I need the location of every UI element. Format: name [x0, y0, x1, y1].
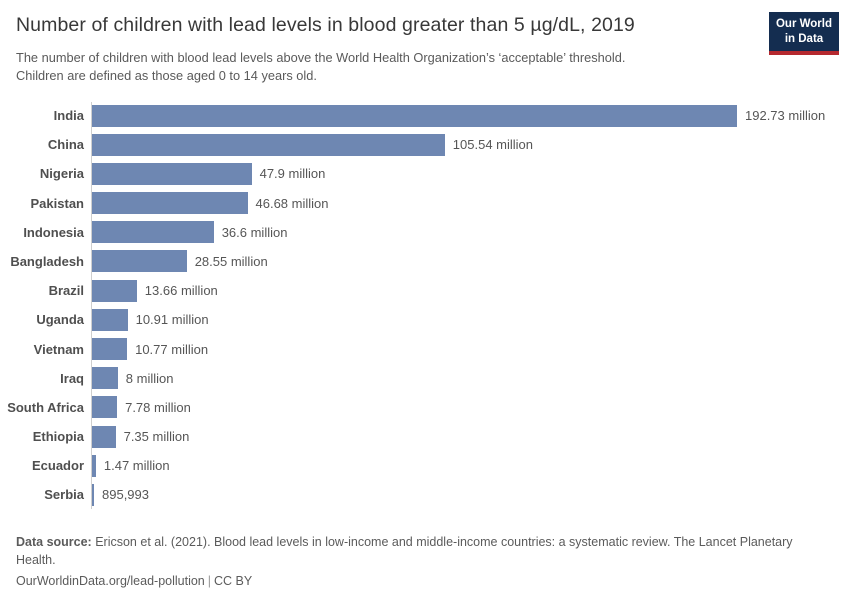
chart-row: Nigeria 47.9 million: [0, 159, 850, 188]
bar: [91, 308, 128, 331]
category-label: Nigeria: [39, 166, 84, 182]
bar-track: 47.9 million: [91, 159, 850, 188]
bar: [91, 133, 445, 156]
bar: [91, 483, 94, 506]
bar-track: 8 million: [91, 364, 850, 393]
category-label: China: [47, 137, 84, 153]
value-label: 46.68 million: [255, 195, 329, 211]
bar-track: 36.6 million: [91, 218, 850, 247]
footer-separator: |: [207, 573, 212, 588]
chart-row: China 105.54 million: [0, 130, 850, 159]
chart: India 192.73 million China 105.54 million Ni…: [0, 101, 850, 510]
chart-row: Uganda 10.91 million: [0, 305, 850, 334]
bar-track: 28.55 million: [91, 247, 850, 276]
footer-url: OurWorldinData.org/lead-pollution: [16, 573, 205, 588]
bar: [91, 367, 118, 390]
bar: [91, 104, 737, 127]
value-label: 8 million: [125, 370, 174, 386]
owid-logo: Our World in Data: [769, 12, 839, 55]
owid-logo-line-2: in Data: [784, 32, 824, 45]
bar: [91, 338, 128, 361]
bar-track: 7.35 million: [91, 422, 850, 451]
chart-subtitle-line-1: The number of children with blood lead l…: [16, 50, 626, 66]
chart-title: Number of children with lead levels in b…: [16, 14, 635, 36]
footer-link-line: OurWorldinData.org/lead-pollution | CC BY: [16, 572, 834, 590]
bar: [91, 396, 118, 419]
value-label: 7.35 million: [123, 429, 190, 445]
category-label: Uganda: [36, 312, 84, 328]
value-label: 192.73 million: [745, 108, 826, 124]
value-label: 1.47 million: [103, 458, 170, 474]
value-label: 10.91 million: [135, 312, 209, 328]
bar-track: 10.91 million: [91, 305, 850, 334]
chart-row: Ecuador 1.47 million: [0, 451, 850, 480]
chart-row: Serbia 895,993: [0, 480, 850, 509]
chart-subtitle-line-2: Children are defined as those aged 0 to …: [16, 67, 317, 83]
bar-track: 7.78 million: [91, 393, 850, 422]
category-label: Indonesia: [23, 224, 84, 240]
chart-row: Indonesia 36.6 million: [0, 218, 850, 247]
chart-row: Brazil 13.66 million: [0, 276, 850, 305]
footer-license: CC BY: [214, 573, 253, 588]
bar-track: 1.47 million: [91, 451, 850, 480]
y-axis-line: [91, 101, 92, 509]
data-source-label: Data source:: [16, 534, 92, 549]
chart-row: Pakistan 46.68 million: [0, 188, 850, 217]
bar-track: 10.77 million: [91, 334, 850, 363]
bar-track: 105.54 million: [91, 130, 850, 159]
chart-row: Vietnam 10.77 million: [0, 334, 850, 363]
chart-header: Number of children with lead levels in b…: [0, 0, 850, 84]
category-label: South Africa: [7, 399, 84, 415]
data-source-note: Data source: Ericson et al. (2021). Bloo…: [16, 533, 828, 569]
bar: [91, 454, 96, 477]
bar: [91, 192, 248, 215]
value-label: 47.9 million: [259, 166, 326, 182]
chart-footer: Data source: Ericson et al. (2021). Bloo…: [0, 533, 850, 590]
chart-row: Ethiopia 7.35 million: [0, 422, 850, 451]
category-label: Brazil: [48, 283, 84, 299]
bar: [91, 425, 116, 448]
bar: [91, 279, 137, 302]
chart-row: Bangladesh 28.55 million: [0, 247, 850, 276]
bar-track: 13.66 million: [91, 276, 850, 305]
bar: [91, 221, 214, 244]
value-label: 36.6 million: [221, 224, 288, 240]
chart-row: India 192.73 million: [0, 101, 850, 130]
value-label: 10.77 million: [135, 341, 209, 357]
category-label: India: [53, 108, 84, 124]
category-label: Pakistan: [30, 195, 84, 211]
category-label: Ethiopia: [32, 429, 84, 445]
bar-track: 192.73 million: [91, 101, 850, 130]
value-label: 105.54 million: [452, 137, 534, 153]
category-label: Serbia: [44, 487, 84, 503]
chart-row: South Africa 7.78 million: [0, 393, 850, 422]
data-source-text: Ericson et al. (2021). Blood lead levels…: [16, 534, 793, 567]
bar: [91, 250, 187, 273]
chart-row: Iraq 8 million: [0, 364, 850, 393]
bar: [91, 162, 252, 185]
value-label: 7.78 million: [125, 399, 191, 415]
value-label: 13.66 million: [144, 283, 218, 299]
category-label: Iraq: [60, 370, 84, 386]
bar-track: 895,993: [91, 480, 850, 509]
value-label: 895,993: [102, 487, 149, 503]
bar-track: 46.68 million: [91, 188, 850, 217]
value-label: 28.55 million: [194, 253, 268, 269]
owid-logo-line-1: Our World: [775, 18, 832, 30]
chart-subtitle: The number of children with blood lead l…: [16, 49, 834, 84]
category-label: Bangladesh: [10, 253, 84, 269]
category-label: Ecuador: [31, 458, 84, 474]
category-label: Vietnam: [33, 341, 84, 357]
